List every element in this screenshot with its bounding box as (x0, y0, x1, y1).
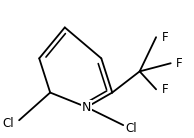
Text: Cl: Cl (125, 122, 137, 135)
Text: F: F (162, 31, 168, 44)
Text: Cl: Cl (2, 117, 14, 130)
Text: F: F (162, 83, 168, 96)
Text: N: N (82, 101, 91, 114)
Text: F: F (176, 57, 183, 70)
